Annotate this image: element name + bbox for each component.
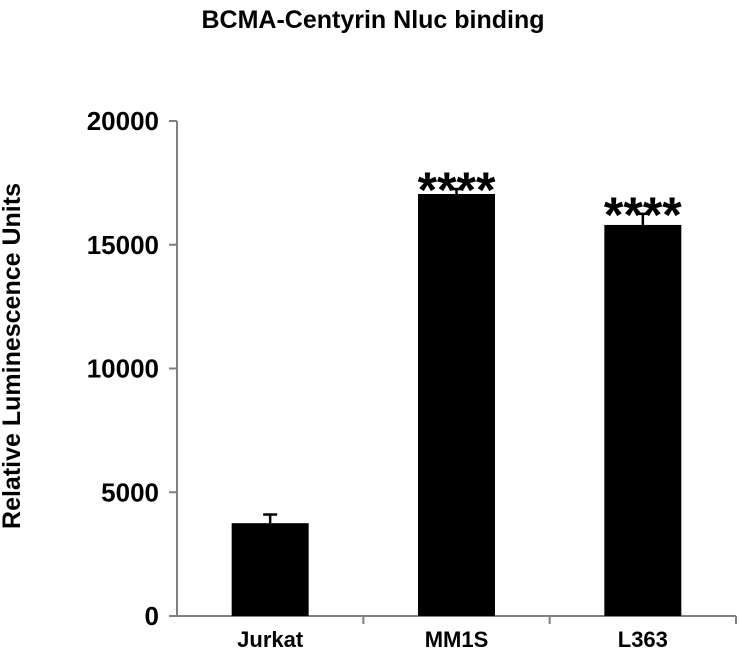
- y-tick-label: 10000: [87, 354, 159, 384]
- bar: [418, 194, 495, 616]
- bar: [604, 224, 682, 616]
- chart-title: BCMA-Centyrin Nluc binding: [201, 6, 544, 34]
- bar: [231, 523, 309, 616]
- y-tick-label: 0: [145, 601, 159, 631]
- y-tick-label: 5000: [101, 477, 159, 507]
- x-tick-label: L363: [618, 627, 668, 652]
- y-tick-label: 15000: [87, 230, 159, 260]
- chart-marks: 0 5000 10000 15000 20000 Jurkat MM1S **** L363 **…: [87, 106, 737, 652]
- y-axis-label: Relative Luminescence Units: [0, 183, 26, 529]
- x-tick-label: Jurkat: [237, 627, 304, 652]
- significance-annotation: ****: [604, 187, 682, 243]
- y-tick-label: 20000: [87, 106, 159, 136]
- significance-annotation: ****: [418, 162, 496, 218]
- x-tick-label: MM1S: [425, 627, 489, 652]
